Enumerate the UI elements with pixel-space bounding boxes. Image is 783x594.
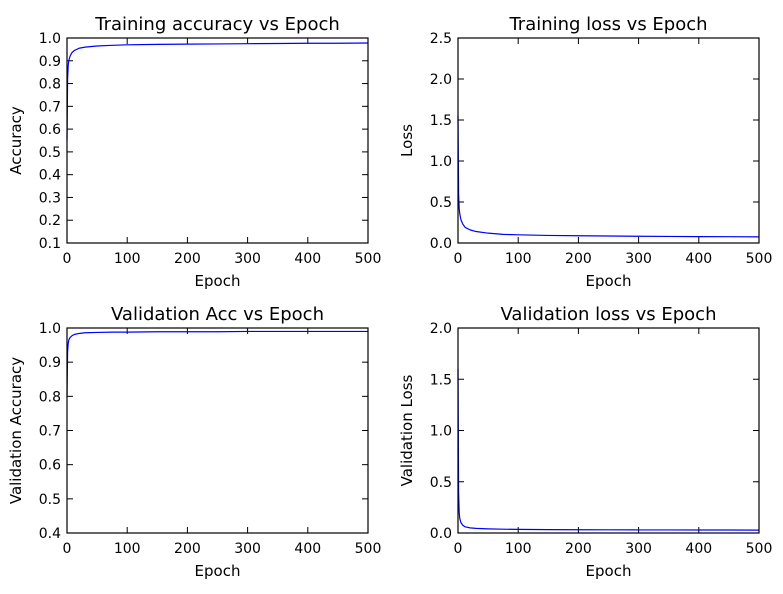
y-tick-label: 0.9 — [39, 54, 61, 70]
x-tick-label: 300 — [625, 251, 652, 267]
series-line — [66, 42, 369, 141]
y-tick-label: 0.7 — [39, 99, 61, 115]
x-tick-label: 400 — [685, 251, 712, 267]
y-tick-label: 0.6 — [39, 122, 61, 138]
y-tick-label: 0.5 — [430, 195, 452, 211]
x-axis-label: Epoch — [195, 562, 241, 580]
plot-frame — [66, 327, 369, 534]
y-tick-label: 2.5 — [430, 31, 452, 47]
x-tick-label: 0 — [63, 251, 72, 267]
x-tick-label: 100 — [114, 541, 141, 557]
y-tick-label: 1.0 — [430, 154, 452, 170]
y-tick-label: 0.0 — [430, 236, 452, 252]
series-line — [66, 330, 368, 397]
y-tick-label: 2.0 — [430, 321, 452, 337]
x-tick-label: 500 — [746, 541, 773, 557]
series-line — [457, 368, 760, 531]
x-tick-label: 100 — [505, 541, 532, 557]
y-tick-label: 0.8 — [39, 77, 61, 93]
panel-title: Validation Acc vs Epoch — [111, 304, 324, 325]
y-tick-label: 0.0 — [430, 526, 452, 542]
panel-title: Training loss vs Epoch — [508, 14, 707, 35]
x-tick-label: 300 — [234, 541, 261, 557]
x-tick-label: 400 — [294, 541, 321, 557]
y-tick-label: 0.9 — [39, 355, 61, 371]
x-tick-label: 100 — [505, 251, 532, 267]
plot-frame — [66, 37, 369, 244]
x-tick-label: 200 — [174, 251, 201, 267]
x-tick-label: 300 — [625, 541, 652, 557]
y-tick-label: 1.0 — [430, 424, 452, 440]
x-tick-label: 200 — [565, 541, 592, 557]
y-tick-label: 0.8 — [39, 389, 61, 405]
x-tick-label: 500 — [746, 251, 773, 267]
y-tick-label: 0.5 — [430, 475, 452, 491]
y-tick-label: 0.5 — [39, 145, 61, 161]
y-tick-label: 0.2 — [39, 213, 61, 229]
panel-validation-loss: Validation loss vs Epoch Epoch Validatio… — [398, 304, 772, 580]
x-axis-label: Epoch — [586, 562, 632, 580]
plot-frame — [457, 37, 760, 244]
x-tick-label: 100 — [114, 251, 141, 267]
y-tick-label: 1.5 — [430, 113, 452, 129]
x-tick-label: 300 — [234, 251, 261, 267]
x-tick-label: 0 — [63, 541, 72, 557]
x-axis-label: Epoch — [195, 272, 241, 290]
panel-validation-accuracy: Validation Acc vs Epoch Epoch Validation… — [7, 304, 381, 580]
y-tick-label: 1.0 — [39, 321, 61, 337]
y-tick-label: 2.0 — [430, 72, 452, 88]
y-tick-label: 0.6 — [39, 458, 61, 474]
y-tick-label: 1.0 — [39, 31, 61, 47]
plot-frame — [457, 327, 760, 534]
x-axis-label: Epoch — [586, 272, 632, 290]
x-tick-label: 500 — [355, 541, 382, 557]
y-tick-label: 0.4 — [39, 526, 61, 542]
panel-training-accuracy: Training accuracy vs Epoch Epoch Accurac… — [7, 14, 381, 290]
panel-title: Training accuracy vs Epoch — [94, 14, 340, 35]
y-axis-label: Validation Accuracy — [7, 357, 25, 504]
x-tick-label: 400 — [294, 251, 321, 267]
y-axis-label: Validation Loss — [398, 374, 416, 486]
series-line — [457, 115, 760, 238]
y-tick-label: 0.4 — [39, 168, 61, 184]
y-axis-label: Accuracy — [7, 106, 25, 175]
x-tick-label: 200 — [565, 251, 592, 267]
panel-training-loss: Training loss vs Epoch Epoch Loss 0 100 20… — [398, 14, 772, 290]
y-tick-label: 0.7 — [39, 424, 61, 440]
x-tick-label: 200 — [174, 541, 201, 557]
x-tick-label: 0 — [454, 541, 463, 557]
y-axis-label: Loss — [398, 124, 416, 157]
y-tick-label: 0.1 — [39, 236, 61, 252]
x-tick-label: 0 — [454, 251, 463, 267]
panel-title: Validation loss vs Epoch — [501, 304, 717, 325]
y-tick-label: 0.5 — [39, 492, 61, 508]
y-tick-label: 1.5 — [430, 372, 452, 388]
x-tick-label: 400 — [685, 541, 712, 557]
x-tick-label: 500 — [355, 251, 382, 267]
y-tick-label: 0.3 — [39, 190, 61, 206]
